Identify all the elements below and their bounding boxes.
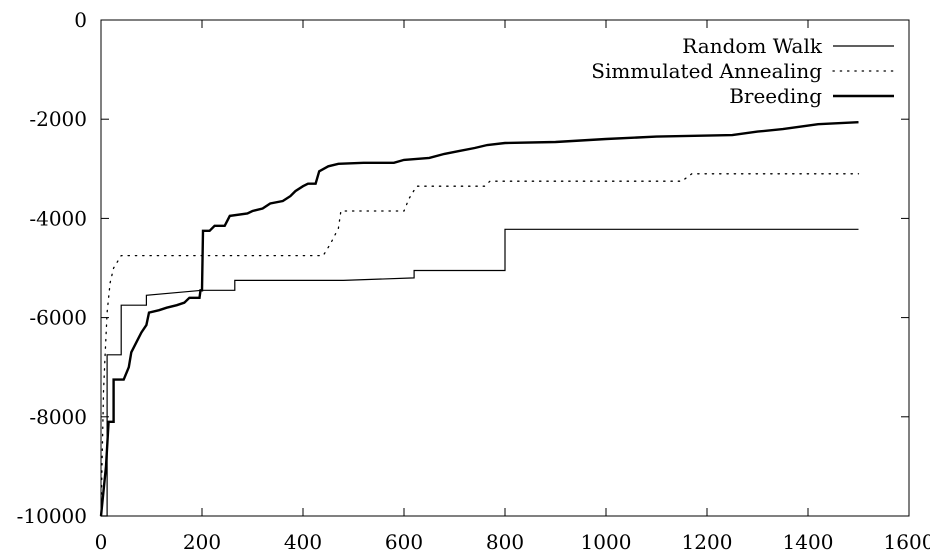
axis-ticks xyxy=(100,19,910,517)
legend-label: Simmulated Annealing xyxy=(591,59,822,83)
y-tick-label: -4000 xyxy=(29,206,87,230)
axis-tick-labels: 0 200 400 600 800 1000 1200 1400 1600 0 -2000 -4000… xyxy=(17,8,930,554)
y-tick-label: -6000 xyxy=(29,306,87,330)
x-tick-label: 600 xyxy=(385,530,423,554)
x-tick-label: 400 xyxy=(284,530,322,554)
x-tick-label: 1000 xyxy=(581,530,632,554)
series-line-random-walk xyxy=(101,228,859,517)
x-tick-label: 1600 xyxy=(884,530,930,554)
series-line-simmulated-annealing xyxy=(100,173,860,517)
x-tick-label: 0 xyxy=(95,530,108,554)
x-tick-label: 1400 xyxy=(783,530,834,554)
y-tick-label: -2000 xyxy=(29,107,87,131)
y-tick-label: 0 xyxy=(74,8,87,32)
series-line-breeding xyxy=(99,121,859,517)
x-tick-label: 800 xyxy=(486,530,524,554)
legend-label: Random Walk xyxy=(682,34,823,58)
y-tick-label: -8000 xyxy=(29,405,87,429)
y-tick-label: -10000 xyxy=(17,504,87,528)
x-tick-label: 1200 xyxy=(682,530,733,554)
x-tick-label: 200 xyxy=(183,530,221,554)
series-group xyxy=(99,121,860,517)
legend-label: Breeding xyxy=(729,84,822,108)
